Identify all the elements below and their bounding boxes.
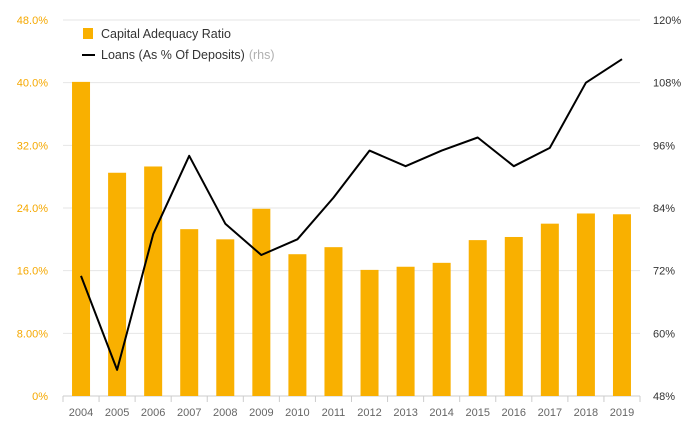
x-tick-label: 2015 <box>465 407 489 419</box>
left-tick-label: 48.0% <box>17 15 48 27</box>
legend-label-loans: Loans (As % Of Deposits) (rhs) <box>101 48 275 62</box>
legend-label-loans-name: Loans (As % Of Deposits) <box>101 48 245 62</box>
right-tick-label: 60% <box>653 328 675 340</box>
left-tick-label: 0% <box>32 391 48 403</box>
left-tick-label: 8.00% <box>17 328 48 340</box>
right-tick-label: 48% <box>653 391 675 403</box>
right-axis-ticks: 48% 60% 72% 84% 96% 108% 120% <box>653 15 681 403</box>
right-tick-label: 108% <box>653 78 681 90</box>
bar <box>468 240 487 396</box>
legend: Capital Adequacy Ratio Loans (As % Of De… <box>82 27 275 62</box>
left-tick-label: 24.0% <box>17 203 48 215</box>
x-tick-label: 2007 <box>177 407 201 419</box>
line-loans-to-deposits <box>80 58 623 371</box>
legend-label-capital-adequacy-ratio: Capital Adequacy Ratio <box>101 27 231 41</box>
legend-swatch-capital-adequacy-ratio <box>83 28 93 39</box>
x-tick-label: 2013 <box>393 407 417 419</box>
x-tick-label: 2017 <box>538 407 562 419</box>
bar <box>144 166 163 396</box>
x-tick-label: 2004 <box>69 407 93 419</box>
bar <box>360 269 379 396</box>
bar <box>252 208 271 396</box>
bar <box>324 247 343 396</box>
bar <box>612 214 631 396</box>
bar-series-capital-adequacy-ratio <box>72 81 631 396</box>
x-tick-label: 2014 <box>429 407 453 419</box>
left-tick-label: 32.0% <box>17 140 48 152</box>
x-tick-label: 2011 <box>322 407 346 419</box>
x-tick-label: 2012 <box>357 407 381 419</box>
bar <box>432 262 451 396</box>
bar <box>108 172 127 396</box>
line-series-loans-to-deposits <box>80 58 623 371</box>
right-tick-label: 72% <box>653 266 675 278</box>
right-tick-label: 120% <box>653 15 681 27</box>
x-tick-label: 2009 <box>249 407 273 419</box>
bar <box>540 223 559 396</box>
x-tick-label: 2006 <box>141 407 165 419</box>
legend-label-loans-rhs: (rhs) <box>249 48 275 62</box>
left-tick-label: 40.0% <box>17 78 48 90</box>
bar <box>180 229 199 396</box>
x-tick-label: 2008 <box>213 407 237 419</box>
right-tick-label: 96% <box>653 140 675 152</box>
left-tick-label: 16.0% <box>17 266 48 278</box>
bar <box>504 236 523 396</box>
bar <box>396 266 415 396</box>
x-tick-label: 2016 <box>502 407 526 419</box>
bar <box>216 239 235 396</box>
bar <box>576 213 595 396</box>
x-tick-label: 2019 <box>610 407 634 419</box>
x-tick-label: 2010 <box>285 407 309 419</box>
right-tick-label: 84% <box>653 203 675 215</box>
bar <box>288 254 307 396</box>
x-tick-label: 2018 <box>574 407 598 419</box>
bar <box>72 81 91 396</box>
left-axis-ticks: 0% 8.00% 16.0% 24.0% 32.0% 40.0% 48.0% <box>17 15 48 403</box>
x-tick-label: 2005 <box>105 407 129 419</box>
x-axis-ticks: 2004 2005 2006 2007 2008 2009 2010 2011 2012 2013… <box>62 396 641 419</box>
